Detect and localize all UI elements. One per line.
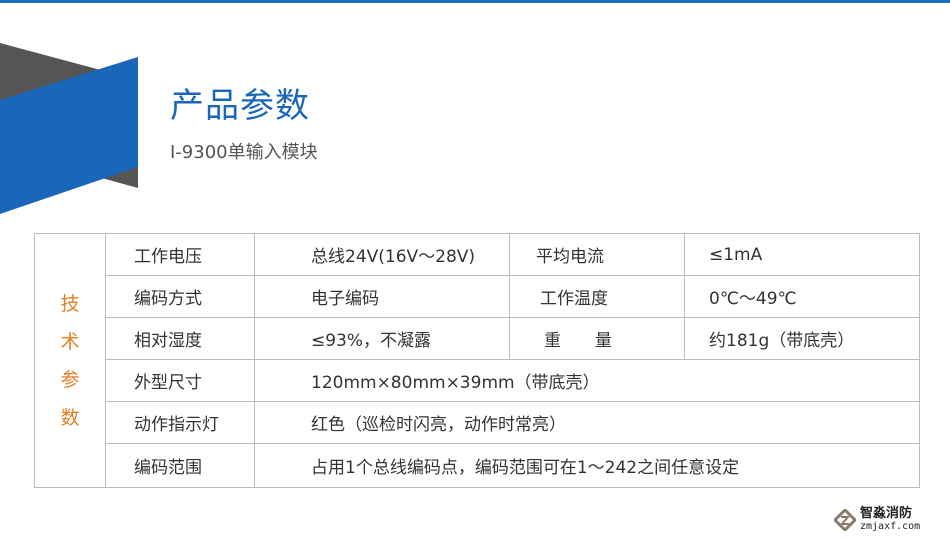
spec-value: 0℃～49℃ bbox=[684, 275, 920, 318]
table-row: 编码范围 占用1个总线编码点，编码范围可在1～242之间任意设定 bbox=[35, 443, 920, 488]
spec-key: 工作温度 bbox=[509, 275, 685, 318]
decorative-shapes bbox=[0, 43, 138, 214]
table-row: 外型尺寸 120mm×80mm×39mm（带底壳） bbox=[35, 359, 920, 402]
spec-value: 120mm×80mm×39mm（带底壳） bbox=[254, 359, 920, 402]
spec-key: 外型尺寸 bbox=[105, 359, 255, 402]
table-row: 技 术 参 数 工作电压 总线24V(16V～28V) 平均电流 ≤1mA bbox=[34, 233, 920, 488]
logo-name: 智淼消防 bbox=[860, 506, 913, 521]
top-accent-line bbox=[0, 0, 950, 3]
logo-icon bbox=[834, 508, 856, 531]
spec-table: 技 术 参 数 工作电压 总线24V(16V～28V) 平均电流 ≤1mA 编码… bbox=[34, 233, 920, 488]
spec-value: ≤1mA bbox=[684, 233, 920, 276]
spec-value: 总线24V(16V～28V) bbox=[254, 233, 510, 276]
table-row: 相对湿度 ≤93%，不凝露 重 量 约181g（带底壳） bbox=[35, 317, 920, 360]
page-title: 产品参数 bbox=[170, 86, 310, 126]
spec-key: 相对湿度 bbox=[105, 317, 255, 360]
spec-value: 红色（巡检时闪亮，动作时常亮） bbox=[254, 401, 920, 444]
table-row: 编码方式 电子编码 工作温度 0℃～49℃ bbox=[35, 275, 920, 318]
spec-key: 重 量 bbox=[509, 317, 685, 360]
spec-key: 编码范围 bbox=[105, 443, 255, 488]
table-row: 动作指示灯 红色（巡检时闪亮，动作时常亮） bbox=[35, 401, 920, 444]
side-char: 数 bbox=[60, 406, 80, 429]
brand-logo: 智淼消防 zmjaxf.com bbox=[834, 507, 920, 532]
page-subtitle: I-9300单输入模块 bbox=[170, 142, 318, 163]
spec-value: 约181g（带底壳） bbox=[684, 317, 920, 360]
side-char: 技 bbox=[60, 292, 80, 315]
spec-value: ≤93%，不凝露 bbox=[254, 317, 510, 360]
spec-key: 动作指示灯 bbox=[105, 401, 255, 444]
spec-key: 工作电压 bbox=[105, 233, 255, 276]
side-char: 术 bbox=[60, 330, 80, 353]
side-char: 参 bbox=[60, 368, 80, 391]
side-label: 技 术 参 数 bbox=[34, 233, 106, 488]
spec-key: 平均电流 bbox=[509, 233, 685, 276]
spec-value: 占用1个总线编码点，编码范围可在1～242之间任意设定 bbox=[254, 443, 920, 488]
blue-shape bbox=[0, 57, 138, 214]
spec-value: 电子编码 bbox=[254, 275, 510, 318]
logo-url: zmjaxf.com bbox=[860, 521, 921, 532]
spec-key: 编码方式 bbox=[105, 275, 255, 318]
